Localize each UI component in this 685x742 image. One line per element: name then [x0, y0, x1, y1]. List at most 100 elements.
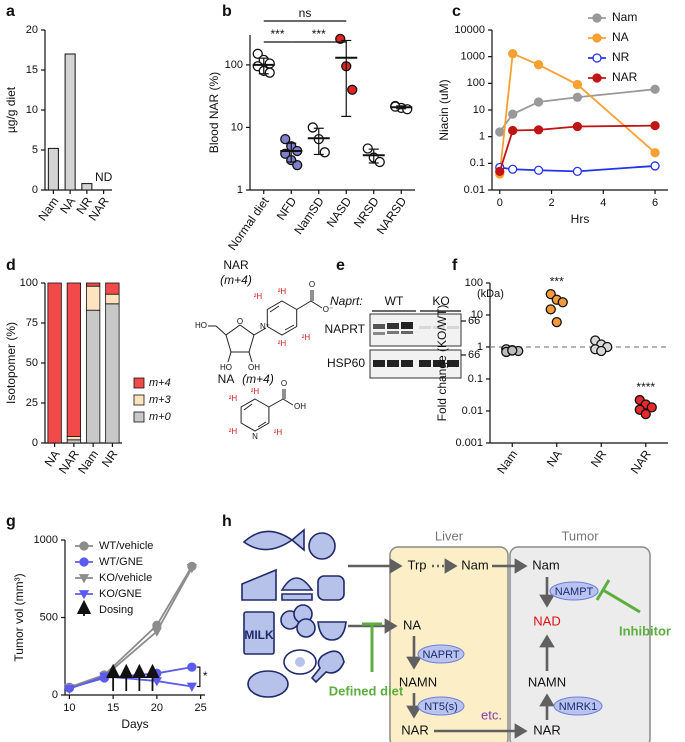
y-tick-label: 0.01: [462, 405, 483, 417]
legend-label: m+0: [149, 411, 172, 423]
data-point: [508, 125, 518, 136]
legend-label: WT/vehicle: [99, 540, 153, 552]
atom-label: O: [309, 280, 315, 289]
food-icons-part: [242, 528, 305, 552]
legend-marker: [592, 33, 602, 43]
y-tick-label: 1: [237, 184, 243, 196]
x-tick-label: NAR: [86, 194, 112, 223]
atom-label: OH: [248, 363, 260, 372]
x-axis-label: Days: [121, 717, 148, 731]
legend-label: Nam: [612, 10, 637, 24]
metabolite: NAR: [401, 722, 428, 737]
legend-marker: [592, 13, 602, 23]
data-point: [264, 67, 275, 78]
x-axis-label: Hrs: [571, 212, 590, 226]
atom-label: N⁺: [260, 322, 270, 331]
bar-segment: [66, 282, 82, 438]
food-icons-part: [308, 532, 336, 560]
enzyme-label: NT5(s): [424, 701, 458, 713]
western-blot-part: [373, 324, 385, 329]
na-structure-part: [268, 398, 284, 408]
x-tick-label: NASD: [324, 194, 355, 230]
nar-structure: NAR (m+4) ²H ²H ²H ²H N⁺ O HO HO OH O O⁻: [195, 258, 333, 372]
nar-structure-part: [227, 351, 232, 363]
western-blot-part: [369, 349, 462, 379]
bar: [64, 53, 76, 191]
significance-label: ***: [270, 27, 284, 41]
western-blot-part: [419, 326, 431, 329]
atom-label: ²H: [274, 428, 283, 437]
western-blot-part: [433, 326, 445, 329]
data-point: [252, 48, 263, 59]
structure-name: NA: [218, 372, 235, 386]
x-tick-label: NAR: [628, 447, 654, 476]
bar: [81, 183, 93, 191]
bar-segment: [66, 439, 82, 444]
legend-label: WT/GNE: [99, 556, 143, 568]
na-structure-part: [243, 403, 253, 411]
y-tick-label: 100: [465, 277, 483, 289]
data-point: [495, 166, 505, 177]
y-axis-label: Tumor vol (mm³): [12, 573, 26, 661]
y-tick-label: 1000: [34, 534, 58, 546]
x-tick-label: 15: [107, 702, 119, 714]
x-tick-label: 6: [652, 197, 658, 209]
y-tick-label: 0.001: [455, 437, 483, 449]
y-axis-label: Fold change (KO/WT): [435, 305, 449, 422]
atom-label: ²H: [251, 387, 260, 396]
data-point: [646, 402, 657, 413]
data-point: [557, 297, 568, 308]
legend-marker: [592, 73, 602, 83]
y-tick-label: 500: [40, 611, 58, 623]
western-blot-part: [387, 331, 399, 334]
food-text: MILK: [244, 628, 274, 642]
metabolite: Nam: [461, 557, 488, 572]
western-blot-part: [387, 323, 399, 329]
data-point: [151, 627, 162, 637]
data-point: [650, 120, 660, 131]
panel-label: c: [452, 3, 461, 20]
atom-label: ²H: [254, 292, 263, 301]
significance-bracket: [196, 666, 201, 688]
data-point: [572, 92, 583, 102]
food-icons-part: [241, 568, 277, 601]
panel-label: h: [222, 513, 232, 530]
legend-marker: [79, 541, 89, 551]
nar-structure-part: [284, 324, 295, 331]
block-symbol: [362, 622, 382, 672]
bar-segment: [85, 285, 101, 311]
genotype-label: Naprt:: [330, 294, 363, 308]
data-point: [508, 109, 518, 119]
group-label: WT: [385, 294, 404, 308]
data-point: [347, 84, 358, 95]
data-point: [152, 668, 162, 678]
legend-swatch: [133, 377, 145, 389]
atom-label: OH: [294, 402, 306, 411]
western-blot-part: [433, 360, 445, 367]
metabolite: Nam: [532, 557, 559, 572]
food-icons-part: [243, 611, 275, 655]
data-point: [533, 97, 544, 107]
x-tick-label: NR: [588, 447, 610, 470]
size-marker: 66: [468, 349, 480, 361]
significance-label: *: [203, 669, 208, 683]
group-label: KO: [432, 294, 449, 308]
y-tick-label: 10: [231, 121, 243, 133]
legend-label: Dosing: [99, 604, 133, 616]
western-blot-part: [401, 322, 413, 329]
data-point: [508, 48, 518, 59]
significance-label: ***: [550, 274, 564, 288]
panel-label: a: [6, 3, 15, 20]
y-tick-label: 0: [32, 437, 38, 449]
western-blot-part: [419, 360, 431, 367]
legend-marker: [78, 574, 90, 584]
atom-label: O: [281, 379, 287, 388]
legend-label: KO/vehicle: [99, 572, 152, 584]
western-blot-part: [401, 331, 413, 334]
legend-swatch: [133, 394, 145, 406]
atom-label: HO: [195, 321, 207, 330]
na-structure: NA (m+4) ²H ²H ²H ²H N O OH: [218, 372, 307, 441]
row-label: NAPRT: [325, 322, 366, 336]
x-tick-label: 2: [548, 197, 554, 209]
note: etc.: [481, 707, 502, 722]
